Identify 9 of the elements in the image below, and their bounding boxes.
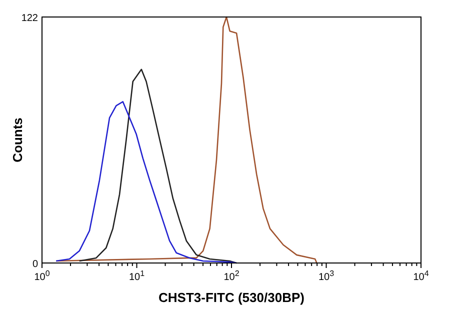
x-tick-label: 10$^{3}$: [318, 268, 335, 283]
x-tick-label: 10$^{1}$: [128, 268, 146, 283]
x-tick-label: 10$^{0}$: [34, 268, 50, 283]
y-tick-label: 122: [21, 13, 38, 24]
y-tick-label: 0: [32, 259, 38, 270]
x-tick-label: 10$^{4}$: [413, 268, 430, 283]
y-axis-title: Counts: [10, 118, 25, 162]
x-tick-label: 10$^{2}$: [224, 268, 240, 283]
x-axis-title: CHST3-FITC (530/30BP): [158, 290, 304, 305]
